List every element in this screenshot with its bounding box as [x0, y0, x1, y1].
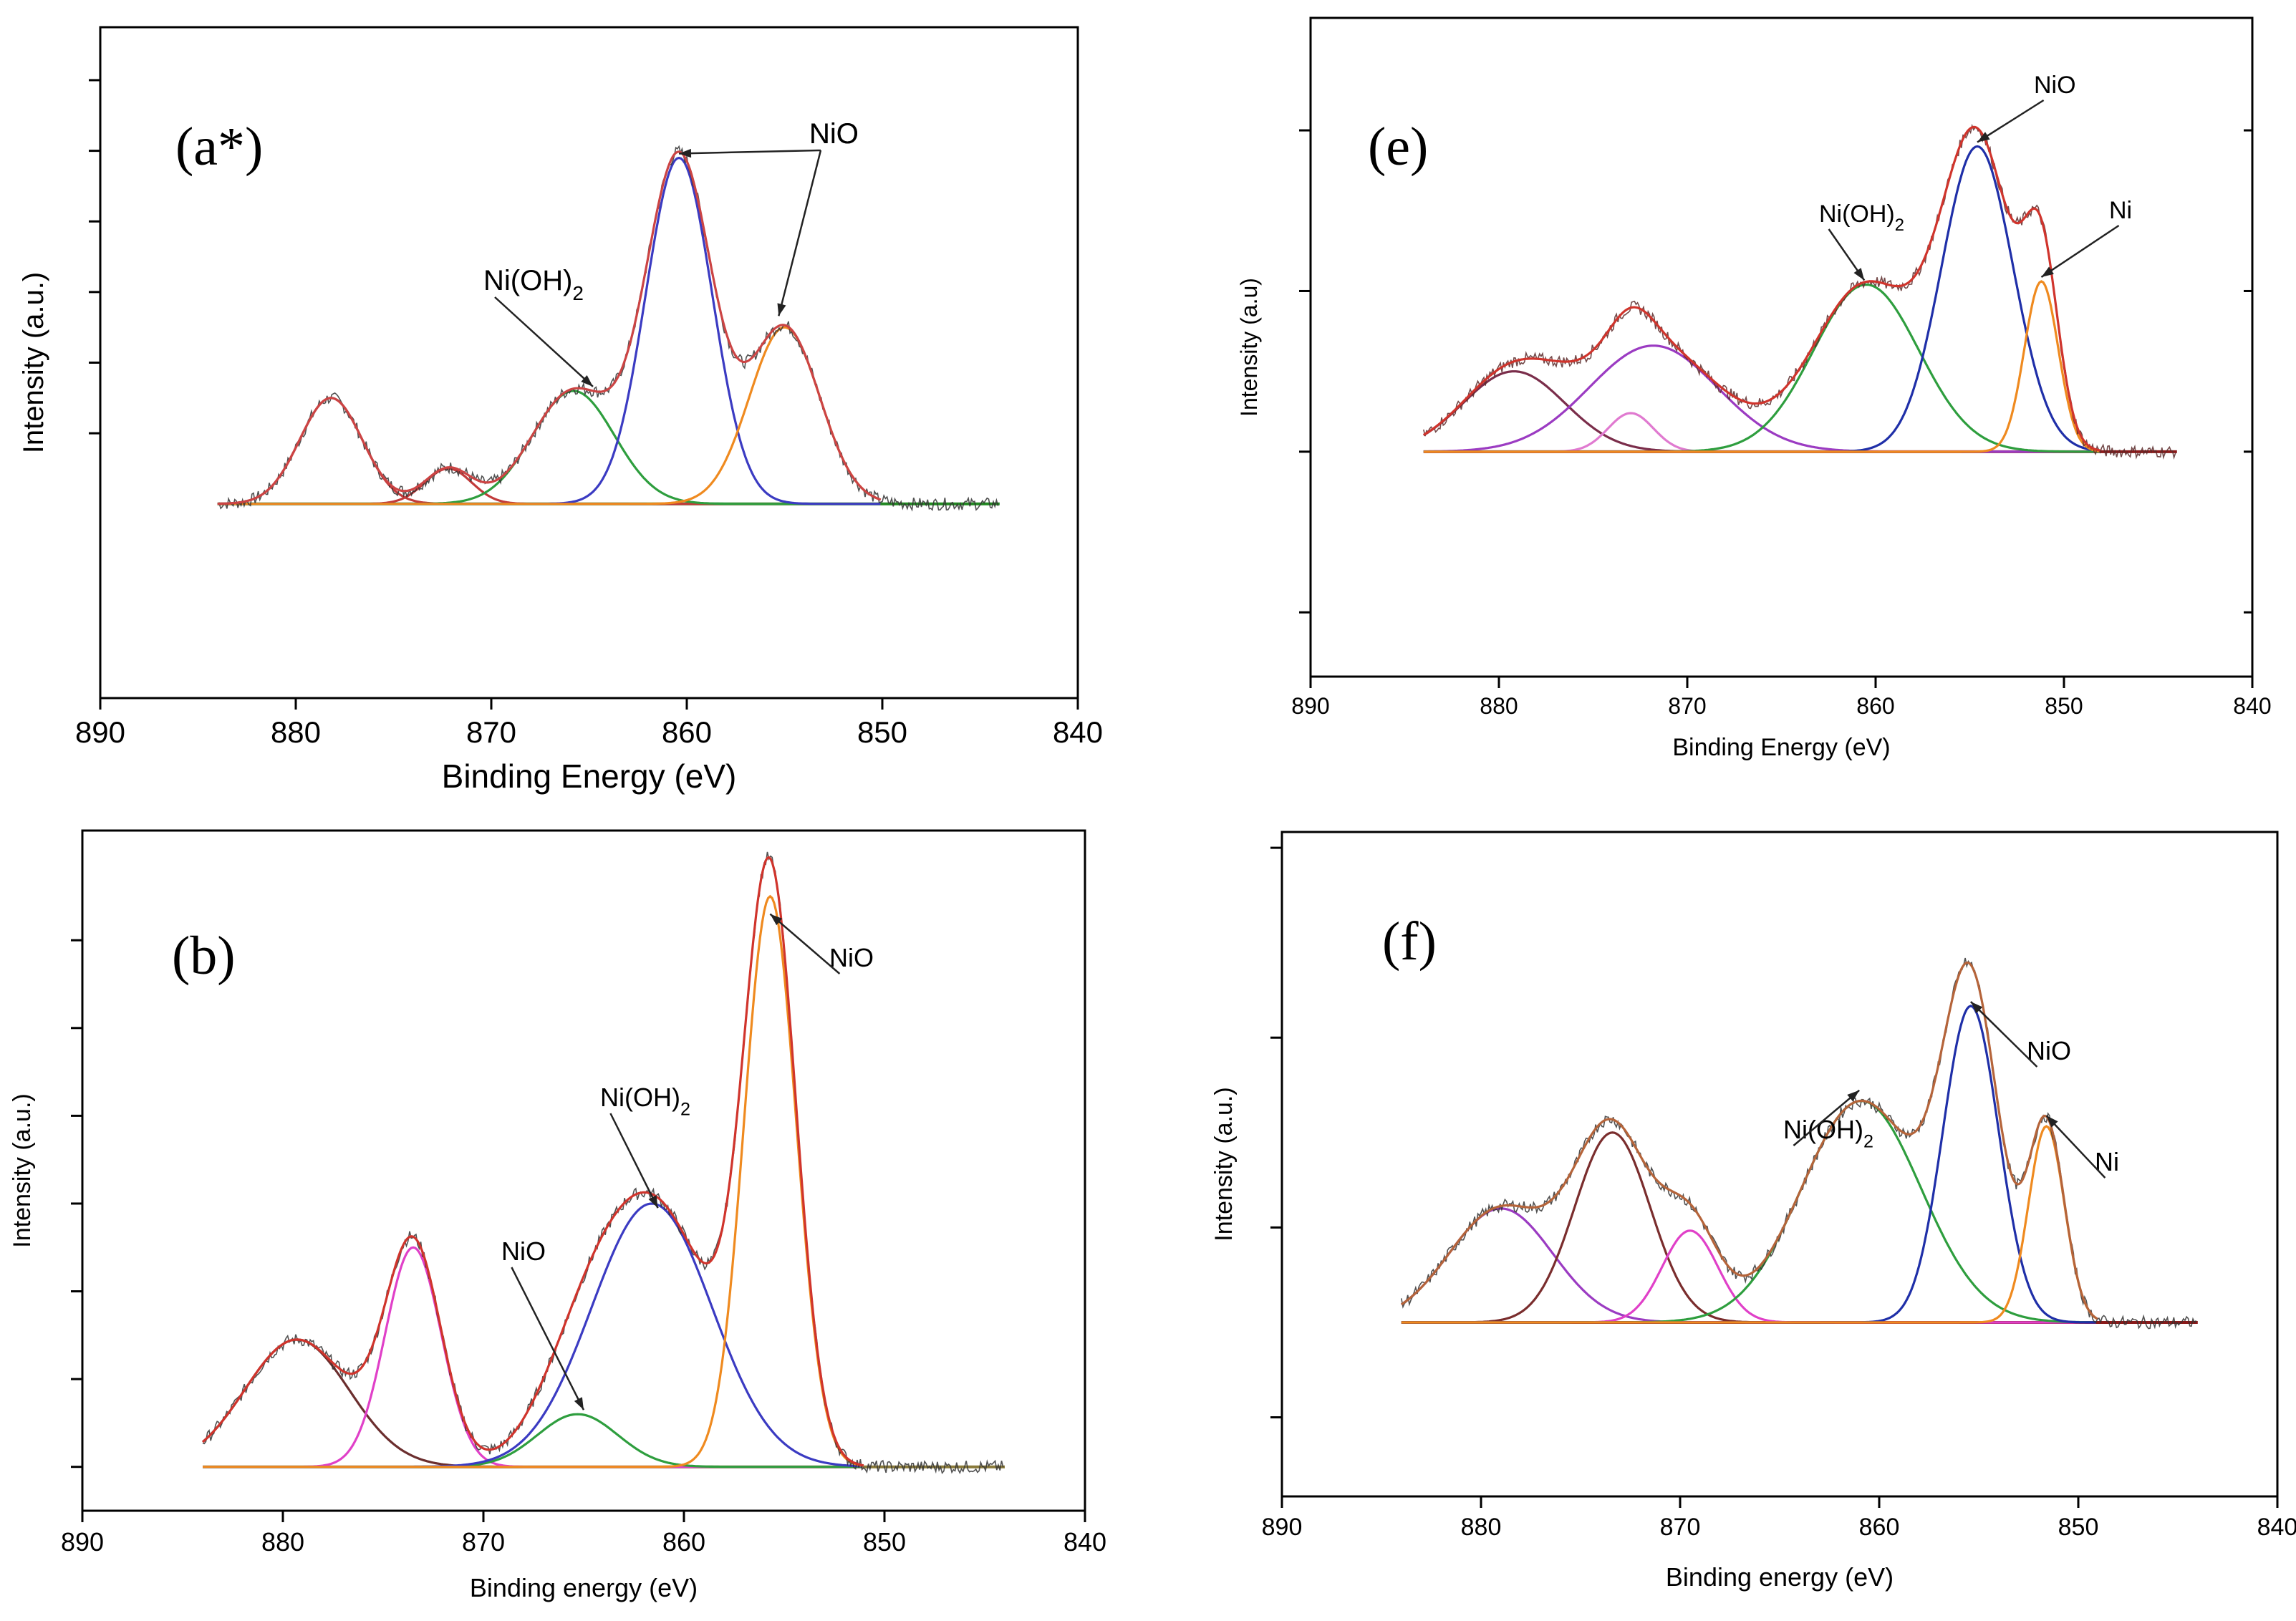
x-tick-label: 860: [1859, 1514, 1900, 1541]
component-peak: [217, 467, 881, 505]
chart-panel: 890 880 870 860 850 840 Binding energy (eV) Int…: [9, 829, 1106, 1602]
annotation-arrow: [1793, 1089, 1861, 1146]
x-tick-label: 840: [1063, 1527, 1106, 1557]
x-tick-label: 860: [662, 715, 712, 749]
annotation-label: NiO: [2034, 72, 2076, 99]
annotation-label: Ni(OH)2: [1819, 200, 1904, 235]
annotation-arrow: [1977, 99, 2045, 143]
x-tick-label: 870: [1668, 693, 1706, 719]
annotation-arrowhead: [679, 148, 692, 158]
x-tick-label: 890: [1262, 1514, 1303, 1541]
plot-frame: [81, 829, 1086, 1512]
panel-label: (b): [172, 926, 236, 986]
component-peak: [203, 1413, 863, 1468]
x-tick-label: 870: [462, 1527, 505, 1557]
plot-frame: [1280, 831, 2279, 1498]
annotation-label: Ni(OH)2: [600, 1083, 690, 1120]
panel-label: (a*): [175, 117, 263, 177]
annotation-arrowhead: [2046, 1116, 2058, 1128]
raw-data-line: [1423, 123, 2176, 460]
x-tick-label: 890: [1291, 693, 1329, 719]
fit-envelope-line: [217, 150, 882, 505]
chart-panel: 890 880 870 860 850 840 Binding energy (eV) Int…: [1210, 831, 2296, 1592]
annotation-label: NiO: [809, 118, 859, 150]
x-tick-label: 840: [1053, 715, 1103, 749]
component-peak: [1401, 1099, 2096, 1324]
annotation-label: NiO: [829, 943, 874, 972]
annotation-arrow: [494, 296, 594, 387]
annotation-arrow: [778, 150, 822, 316]
fit-envelope-line: [201, 856, 864, 1467]
annotation-arrow: [2040, 224, 2120, 279]
annotation-arrow: [2045, 1115, 2106, 1179]
component-peak: [1401, 1125, 2097, 1324]
annotation-arrowhead: [581, 374, 593, 387]
chart-panel: 890 880 870 860 850 840 Binding Energy (eV) Int…: [18, 26, 1103, 795]
annotation-arrow: [679, 149, 821, 155]
component-peak: [203, 894, 863, 1468]
x-tick-label: 880: [271, 715, 321, 749]
component-peak: [203, 1246, 863, 1468]
raw-data-line: [202, 851, 1004, 1475]
annotation-arrowhead: [770, 914, 783, 926]
x-axis-label: Binding energy (eV): [470, 1573, 698, 1602]
component-peak: [1400, 1207, 2096, 1324]
component-peak: [217, 326, 881, 505]
annotation-arrowhead: [777, 303, 786, 316]
x-tick-label: 840: [2257, 1514, 2296, 1541]
x-tick-label: 880: [1480, 693, 1518, 719]
annotation-arrow: [511, 1267, 585, 1410]
y-axis-label: Intensity (a.u.): [18, 272, 49, 453]
annotation-arrow: [609, 1113, 659, 1209]
component-peak: [1423, 280, 2100, 453]
x-tick-label: 850: [863, 1527, 906, 1557]
x-axis-label: Binding energy (eV): [1666, 1562, 1894, 1592]
panel-label: (e): [1368, 117, 1428, 177]
x-tick-label: 880: [1461, 1514, 1502, 1541]
x-tick-label: 860: [1856, 693, 1894, 719]
raw-data-line: [217, 145, 999, 512]
annotation-arrowhead: [574, 1397, 584, 1410]
annotation-arrowhead: [1977, 132, 1990, 142]
x-axis-label: Binding Energy (eV): [442, 758, 737, 795]
annotation-arrowhead: [2041, 266, 2054, 277]
chart-panel: 890 880 870 860 850 840 Binding Energy (eV) Int…: [1236, 16, 2272, 761]
x-tick-label: 850: [2045, 693, 2083, 719]
annotation-arrowhead: [1970, 1002, 1983, 1014]
x-tick-label: 870: [1660, 1514, 1701, 1541]
x-tick-label: 880: [261, 1527, 304, 1557]
component-peak: [1401, 1131, 2096, 1324]
annotation-arrowhead: [1853, 268, 1865, 281]
plot-frame: [1309, 16, 2254, 678]
annotation-label: NiO: [809, 118, 859, 150]
component-peak: [1423, 145, 2100, 453]
component-peak: [217, 397, 881, 505]
annotation-arrowhead: [648, 1195, 658, 1209]
annotation-arrow: [769, 913, 841, 974]
component-peak: [1423, 370, 2100, 453]
y-axis-label: Intensity (a.u.): [1210, 1087, 1238, 1241]
x-tick-label: 840: [2233, 693, 2271, 719]
x-tick-label: 850: [2058, 1514, 2099, 1541]
fit-envelope-line: [1400, 961, 2098, 1320]
annotation-arrow: [1970, 1001, 2038, 1068]
panel-label: (f): [1382, 911, 1437, 972]
x-axis-label: Binding Energy (eV): [1672, 734, 1890, 761]
annotation-label: Ni(OH)2: [483, 265, 584, 304]
annotation-label: NiO: [501, 1237, 546, 1266]
x-tick-label: 860: [662, 1527, 705, 1557]
annotation-arrowhead: [1847, 1090, 1860, 1102]
y-axis-label: Intensity (a.u.): [9, 1093, 36, 1247]
x-tick-label: 890: [61, 1527, 104, 1557]
annotation-label: NiO: [2027, 1036, 2071, 1065]
annotation-label: Ni: [2109, 197, 2132, 224]
y-axis-label: Intensity (a.u): [1236, 278, 1262, 417]
x-tick-label: 890: [75, 715, 125, 749]
x-tick-label: 850: [857, 715, 907, 749]
annotation-label: Ni(OH)2: [1783, 1115, 1873, 1152]
fit-envelope-line: [1423, 125, 2100, 452]
x-tick-label: 870: [466, 715, 516, 749]
